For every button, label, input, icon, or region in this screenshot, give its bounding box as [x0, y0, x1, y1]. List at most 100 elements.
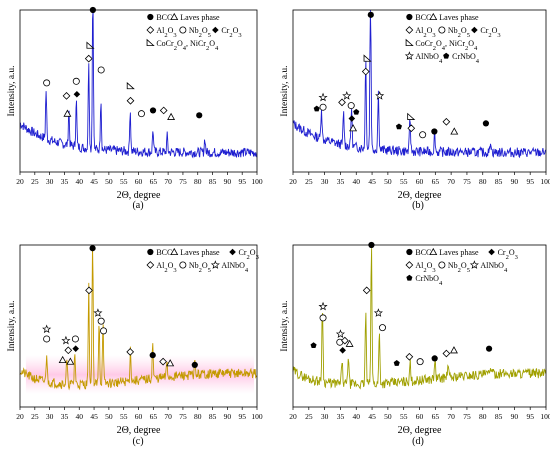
phase-marker-al2o3	[362, 286, 371, 295]
x-tick-label: 50	[105, 412, 113, 421]
legend-symbol	[406, 13, 413, 21]
phase-marker-laves	[345, 339, 354, 347]
phase-marker-nb2o5	[319, 314, 327, 322]
xrd-pattern-line	[292, 9, 547, 159]
x-tick-label: 75	[179, 177, 187, 186]
x-tick-label: 30	[321, 177, 329, 186]
y-axis-label: Intensity, a.u.	[280, 300, 290, 351]
phase-marker-cocr	[407, 112, 416, 120]
x-tick-label: 25	[31, 177, 39, 186]
phase-marker-laves	[450, 127, 459, 135]
phase-marker-crnbo4	[393, 360, 400, 366]
phase-marker-nb2o5	[319, 103, 327, 111]
legend-label: Laves phase	[180, 13, 220, 22]
x-tick-label: 40	[76, 412, 84, 421]
x-tick-label: 60	[416, 412, 424, 421]
xrd-panel-c: 20 25 30 35 40 45 50 55 60 65 70 75 80 85 90 95 100 2Θ, d…	[7, 244, 263, 447]
x-tick-label: 55	[120, 412, 128, 421]
x-tick-label: 70	[164, 177, 172, 186]
legend-label: Cr2O3	[480, 26, 500, 39]
y-axis-label: Intensity, a.u.	[7, 300, 17, 351]
x-tick-label: 60	[135, 177, 143, 186]
legend-label: BCC	[156, 13, 172, 22]
legend-label: Nb2O5	[448, 261, 470, 274]
phase-marker-al2o3	[62, 91, 71, 100]
x-tick-label: 95	[238, 412, 246, 421]
legend-symbol	[212, 26, 219, 34]
phase-marker-alnbo4	[342, 91, 352, 100]
phase-marker-nb2o5	[71, 335, 79, 343]
x-tick-label: 85	[495, 177, 503, 186]
phase-marker-nb2o5	[416, 358, 424, 366]
x-tick-label: 35	[337, 412, 345, 421]
phase-marker-nb2o5	[97, 66, 105, 74]
x-tick-label: 20	[16, 177, 24, 186]
x-tick-label: 35	[337, 177, 345, 186]
phase-marker-alnbo4	[318, 301, 328, 311]
legend-symbol	[405, 38, 414, 47]
legend-symbol	[405, 26, 414, 34]
phase-marker-cocr	[86, 41, 95, 49]
legend-label: AlNbO4	[415, 52, 443, 65]
phase-marker-al2o3	[338, 98, 346, 107]
legend-label: Laves phase	[180, 248, 220, 257]
phase-marker-bcc	[149, 352, 156, 359]
x-tick-label: 35	[61, 412, 69, 421]
x-tick-label: 55	[400, 177, 408, 186]
x-tick-label: 85	[209, 412, 217, 421]
phase-marker-alnbo4	[61, 335, 71, 345]
phase-marker-laves	[449, 346, 458, 354]
panel-caption: (a)	[132, 200, 143, 211]
phase-marker-al2o3	[84, 54, 93, 63]
x-tick-label: 90	[224, 177, 232, 186]
x-tick-label: 65	[432, 177, 440, 186]
legend-label: Cr2O3	[239, 248, 259, 261]
legend-symbol	[429, 12, 438, 21]
phase-marker-bcc	[482, 120, 490, 127]
x-tick-label: 65	[150, 412, 158, 421]
phase-marker-laves	[66, 357, 75, 365]
x-tick-label: 75	[179, 412, 187, 421]
phase-marker-nb2o5	[100, 327, 108, 335]
legend-label: Cr2O3	[221, 26, 241, 39]
x-tick-label: 40	[353, 177, 361, 186]
x-tick-label: 80	[194, 177, 202, 186]
legend-symbol	[229, 248, 236, 256]
legend-label: AlNbO4	[221, 261, 249, 274]
phase-marker-bcc	[368, 241, 375, 249]
phase-marker-cr2o3	[72, 345, 79, 352]
legend-symbol	[170, 247, 179, 256]
legend-symbol	[170, 12, 179, 21]
x-tick-label: 45	[368, 412, 376, 421]
phase-marker-bcc	[367, 11, 374, 18]
x-tick-label: 65	[150, 177, 158, 186]
legend-symbol	[443, 52, 450, 59]
legend-symbol	[406, 274, 413, 281]
phase-marker-al2o3	[126, 348, 135, 356]
phase-marker-al2o3	[64, 346, 73, 355]
phase-marker-nb2o5	[43, 335, 51, 343]
phase-marker-bcc	[431, 355, 438, 362]
x-tick-label: 50	[384, 412, 392, 421]
legend-symbol	[438, 26, 446, 34]
legend-symbol	[469, 260, 479, 269]
legend-symbol	[147, 248, 154, 256]
legend-symbol	[146, 38, 155, 47]
legend-label: Nb2O5	[189, 26, 211, 39]
x-tick-label: 100	[251, 412, 263, 421]
x-tick-label: 20	[16, 412, 24, 421]
phase-marker-laves	[58, 355, 67, 364]
legend-symbol	[405, 261, 414, 269]
panel-caption: (b)	[412, 200, 424, 211]
xrd-panel-a: 20 25 30 35 40 45 50 55 60 65 70 75 80 85 90 95 100 2Θ, d…	[7, 6, 263, 211]
phase-marker-bcc	[149, 107, 157, 114]
x-tick-label: 80	[194, 412, 202, 421]
phase-marker-laves	[166, 359, 175, 367]
phase-marker-cr2o3	[73, 90, 81, 98]
x-tick-label: 90	[511, 412, 519, 421]
legend-label: BCC	[156, 248, 172, 257]
x-axis-label: 2Θ, degree	[117, 190, 161, 201]
legend-symbol	[404, 51, 414, 60]
phase-marker-laves	[349, 124, 358, 132]
x-tick-label: 65	[432, 412, 440, 421]
